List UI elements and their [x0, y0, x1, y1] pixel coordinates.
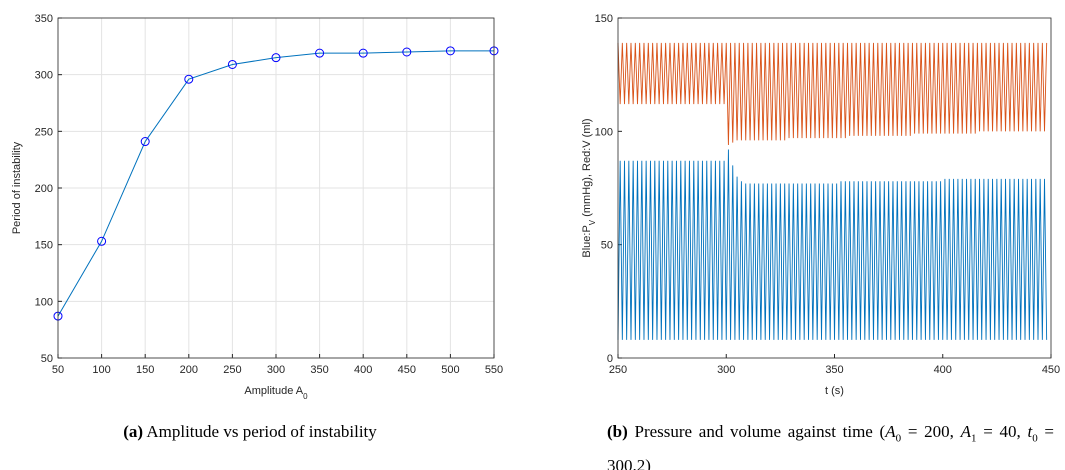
y-tick-label: 200 [35, 183, 53, 195]
y-tick-label: 150 [35, 240, 53, 252]
data-point [402, 47, 412, 57]
data-point [271, 53, 281, 63]
data-point [97, 236, 107, 246]
y-tick-label: 0 [607, 353, 613, 365]
label-part: t (s) [825, 385, 844, 397]
caption-part: 0 [895, 432, 902, 445]
label-part: Blue:P [581, 225, 593, 257]
data-line [617, 42, 1048, 145]
x-tick-label: 550 [485, 364, 503, 376]
data-point [140, 137, 150, 147]
axis-label: Blue:PV (mmHg), Red:V (ml) [581, 118, 597, 257]
caption-part: (b) [607, 422, 628, 441]
x-tick-label: 400 [934, 364, 952, 376]
y-tick-label: 50 [41, 353, 53, 365]
x-tick-label: 50 [52, 364, 64, 376]
data-point [358, 48, 368, 58]
caption-part: = 40, [976, 422, 1028, 441]
data-point [184, 74, 194, 84]
caption-part: Pressure and volume against time ( [627, 422, 886, 441]
caption-part: Amplitude vs period of instability [143, 422, 377, 441]
caption: (a) Amplitude vs period of instability [20, 418, 480, 445]
x-tick-label: 200 [180, 364, 198, 376]
axis-label: Amplitude A0 [244, 385, 308, 401]
caption-part: 1 [970, 432, 977, 445]
y-tick-label: 250 [35, 126, 53, 138]
data-line [57, 50, 494, 317]
y-tick-label: 100 [595, 126, 613, 138]
x-tick-label: 350 [310, 364, 328, 376]
plot-frame [57, 17, 495, 359]
x-tick-label: 400 [354, 364, 372, 376]
x-tick-label: 100 [92, 364, 110, 376]
label-part: 0 [303, 392, 308, 401]
axis-label: t (s) [825, 385, 844, 397]
y-tick-label: 50 [601, 240, 613, 252]
axis-label: Period of instability [11, 141, 23, 234]
caption-part: 0 [1032, 432, 1038, 445]
data-line [617, 149, 1048, 340]
label-part: (mmHg), Red:V (ml) [581, 118, 593, 219]
y-tick-label: 150 [595, 13, 613, 25]
plot-frame [617, 17, 1052, 359]
label-part: Period of instability [11, 141, 23, 234]
y-tick-label: 350 [35, 13, 53, 25]
label-part: V [588, 219, 597, 225]
data-point [227, 59, 237, 69]
x-tick-label: 450 [1042, 364, 1060, 376]
caption-part: (a) [123, 422, 144, 441]
y-tick-label: 100 [35, 296, 53, 308]
data-point [445, 46, 455, 56]
caption-part: A [885, 422, 896, 441]
x-tick-label: 300 [267, 364, 285, 376]
data-point [315, 48, 325, 58]
series-group [617, 42, 1048, 340]
caption: (b) Pressure and volume against time (A0… [607, 418, 1054, 470]
x-tick-label: 250 [223, 364, 241, 376]
label-part: Amplitude A [244, 385, 303, 397]
y-tick-label: 300 [35, 70, 53, 82]
x-tick-label: 250 [609, 364, 627, 376]
x-tick-label: 150 [136, 364, 154, 376]
caption-part: = 300.2) [607, 422, 1055, 470]
caption-part: A [960, 422, 971, 441]
caption-part: = 200, [901, 422, 961, 441]
x-tick-label: 300 [717, 364, 735, 376]
x-tick-label: 450 [398, 364, 416, 376]
x-tick-label: 350 [825, 364, 843, 376]
caption-part: t [1027, 422, 1033, 441]
x-tick-label: 500 [441, 364, 459, 376]
